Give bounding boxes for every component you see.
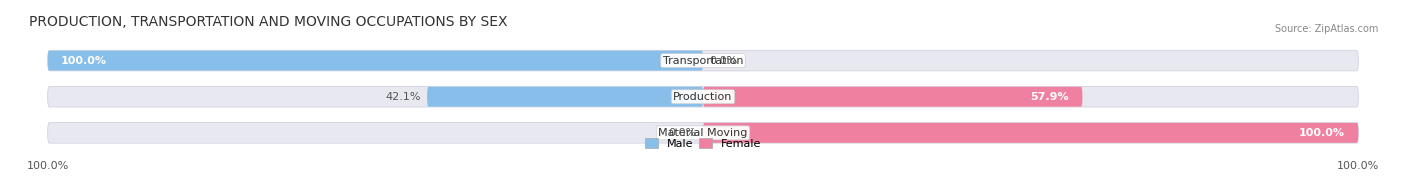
Text: PRODUCTION, TRANSPORTATION AND MOVING OCCUPATIONS BY SEX: PRODUCTION, TRANSPORTATION AND MOVING OC… xyxy=(28,15,508,29)
FancyBboxPatch shape xyxy=(703,123,1358,143)
Legend: Male, Female: Male, Female xyxy=(640,134,766,153)
FancyBboxPatch shape xyxy=(48,86,1358,107)
Text: 42.1%: 42.1% xyxy=(385,92,420,102)
FancyBboxPatch shape xyxy=(48,51,703,71)
Text: Material Moving: Material Moving xyxy=(658,128,748,138)
FancyBboxPatch shape xyxy=(48,122,1358,143)
Text: 0.0%: 0.0% xyxy=(668,128,696,138)
Text: Source: ZipAtlas.com: Source: ZipAtlas.com xyxy=(1274,24,1378,34)
Text: 100.0%: 100.0% xyxy=(60,56,107,66)
Text: 100.0%: 100.0% xyxy=(1299,128,1346,138)
Text: 57.9%: 57.9% xyxy=(1031,92,1070,102)
Text: Transportation: Transportation xyxy=(662,56,744,66)
FancyBboxPatch shape xyxy=(703,87,1083,107)
Text: Production: Production xyxy=(673,92,733,102)
FancyBboxPatch shape xyxy=(48,50,1358,71)
Text: 0.0%: 0.0% xyxy=(710,56,738,66)
FancyBboxPatch shape xyxy=(427,87,703,107)
